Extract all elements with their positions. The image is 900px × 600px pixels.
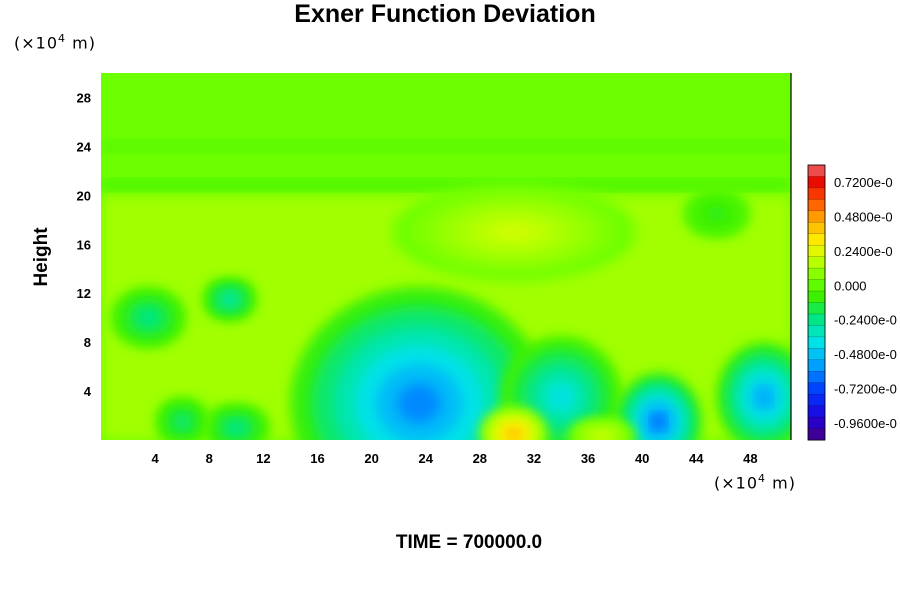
- chart-title: Exner Function Deviation: [294, 0, 596, 28]
- x-tick-label: 48: [743, 451, 757, 466]
- colorbar-tick-label: -0.7200e-0: [834, 381, 897, 396]
- colorbar-swatch: [807, 267, 826, 281]
- colorbar-swatch: [807, 222, 826, 235]
- colorbar-swatch: [807, 405, 826, 418]
- colorbar-swatch: [807, 187, 826, 200]
- x-tick-label: 32: [527, 451, 541, 466]
- x-tick-label: 44: [689, 451, 704, 466]
- contour-feature-5: [493, 223, 534, 241]
- colorbar-swatch: [807, 244, 826, 258]
- contour-feature-10: [595, 433, 608, 440]
- contour-feature-11: [710, 209, 723, 218]
- contour-feature-6: [142, 312, 155, 323]
- colorbar-swatch: [807, 382, 826, 395]
- y-unit-label: (×104 m): [14, 32, 96, 53]
- colorbar-frame: [807, 164, 826, 441]
- colorbar-swatch: [807, 210, 826, 223]
- y-tick-label: 16: [77, 237, 91, 252]
- contour-feature-1: [550, 386, 572, 408]
- colorbar-swatch: [807, 290, 826, 304]
- colorbar-tick-label: 0.000: [834, 278, 867, 293]
- contour-feature-0: [397, 383, 441, 423]
- x-tick-label: 16: [310, 451, 324, 466]
- contour-feature-3: [756, 388, 772, 407]
- contour-feature-2: [651, 413, 666, 430]
- x-tick-label: 24: [418, 451, 433, 466]
- x-tick-label: 28: [473, 451, 487, 466]
- y-tick-label: 12: [77, 286, 91, 301]
- colorbar-tick-label: 0.7200e-0: [834, 175, 893, 190]
- contour-feature-9: [177, 417, 187, 426]
- y-tick-label: 4: [84, 384, 92, 399]
- x-tick-label: 20: [364, 451, 378, 466]
- colorbar-swatch: [807, 359, 826, 372]
- x-tick-label: 8: [206, 451, 213, 466]
- contour-feature-7: [225, 295, 235, 303]
- colorbar-swatch: [807, 371, 826, 384]
- colorbar-swatch: [807, 279, 826, 292]
- colorbar-tick-label: -0.9600e-0: [834, 416, 897, 431]
- colorbar-tick-label: 0.4800e-0: [834, 210, 893, 225]
- colorbar-swatch: [807, 164, 826, 178]
- colorbar-swatch: [807, 325, 826, 338]
- y-tick-label: 8: [84, 335, 91, 350]
- colorbar-swatch: [807, 233, 826, 246]
- x-tick-label: 40: [635, 451, 649, 466]
- time-label: TIME = 700000.0: [395, 532, 543, 553]
- colorbar-swatch: [807, 428, 826, 441]
- y-tick-label: 20: [77, 188, 91, 203]
- colorbar-swatch: [807, 393, 826, 407]
- contour-feature-4: [508, 429, 520, 439]
- x-unit-label: (×104 m): [714, 472, 796, 493]
- colorbar-swatch: [807, 313, 826, 326]
- colorbar-swatch: [807, 176, 826, 189]
- x-tick-label: 36: [581, 451, 595, 466]
- colorbar-swatch: [807, 302, 826, 315]
- x-tick-label: 12: [256, 451, 270, 466]
- colorbar-tick-label: -0.4800e-0: [834, 347, 897, 362]
- colorbar-swatch: [807, 416, 826, 430]
- layer-band: [101, 179, 791, 191]
- colorbar-swatch: [807, 199, 826, 212]
- y-tick-label: 28: [77, 90, 91, 105]
- colorbar-tick-label: 0.2400e-0: [834, 244, 893, 259]
- contour-feature-8: [230, 423, 242, 432]
- x-tick-label: 4: [152, 451, 160, 466]
- y-tick-label: 24: [77, 139, 92, 154]
- colorbar-swatch: [807, 336, 826, 349]
- layer-band: [101, 140, 791, 153]
- colorbar-swatch: [807, 348, 826, 361]
- colorbar-swatch: [807, 256, 826, 269]
- colorbar-tick-label: -0.2400e-0: [834, 313, 897, 328]
